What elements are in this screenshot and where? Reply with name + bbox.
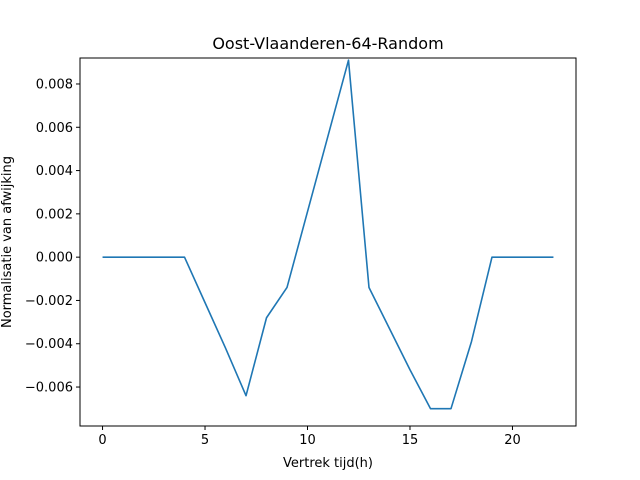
x-tick-label: 0 (98, 433, 106, 448)
y-axis-label: Normalisatie van afwijking (0, 156, 15, 328)
y-tick-label: 0.008 (36, 77, 73, 92)
x-tick-label: 20 (504, 433, 521, 448)
y-tick-label: 0.002 (36, 207, 73, 222)
y-tick-label: −0.004 (25, 337, 73, 352)
x-tick-label: 5 (201, 433, 209, 448)
y-tick-label: −0.002 (25, 294, 73, 309)
x-tick-label: 10 (299, 433, 316, 448)
plot-area (102, 59, 554, 410)
y-tick-label: 0.006 (36, 121, 73, 136)
x-axis: 0 5 10 15 20 (98, 426, 521, 448)
axes-frame (79, 57, 577, 427)
y-tick-label: 0.000 (36, 251, 73, 266)
chart-title: Oost-Vlaanderen-64-Random (212, 34, 443, 53)
y-tick-label: 0.004 (36, 164, 73, 179)
series-line (102, 59, 554, 410)
y-axis: −0.006 −0.004 −0.002 0.000 0.002 0.004 0.006 0.… (25, 77, 80, 396)
x-axis-label: Vertrek tijd(h) (283, 456, 373, 471)
y-tick-label: −0.006 (25, 381, 73, 396)
x-tick-label: 15 (402, 433, 419, 448)
